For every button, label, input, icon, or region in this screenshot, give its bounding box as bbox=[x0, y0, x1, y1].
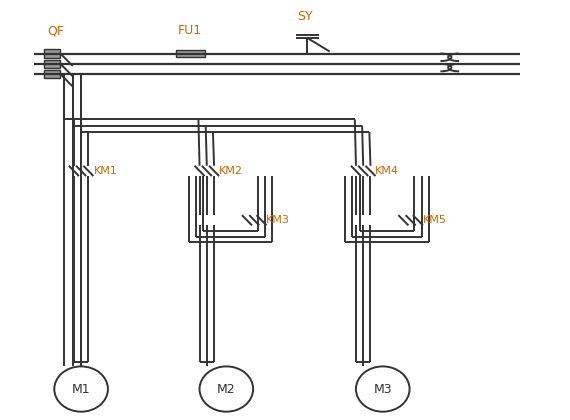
Text: KM4: KM4 bbox=[375, 166, 399, 176]
FancyBboxPatch shape bbox=[44, 70, 60, 78]
Text: KM3: KM3 bbox=[266, 215, 290, 225]
Text: M3: M3 bbox=[373, 383, 392, 396]
FancyBboxPatch shape bbox=[44, 50, 60, 58]
Ellipse shape bbox=[54, 366, 108, 412]
Text: M1: M1 bbox=[72, 383, 91, 396]
Text: KM2: KM2 bbox=[218, 166, 242, 176]
Text: FU1: FU1 bbox=[178, 24, 202, 37]
FancyBboxPatch shape bbox=[176, 50, 205, 57]
Ellipse shape bbox=[200, 366, 253, 412]
Text: M2: M2 bbox=[217, 383, 235, 396]
Ellipse shape bbox=[356, 366, 410, 412]
Text: KM5: KM5 bbox=[422, 215, 446, 225]
Text: QF: QF bbox=[47, 24, 64, 37]
FancyBboxPatch shape bbox=[44, 60, 60, 68]
Text: SY: SY bbox=[297, 10, 312, 23]
Text: KM1: KM1 bbox=[94, 166, 118, 176]
